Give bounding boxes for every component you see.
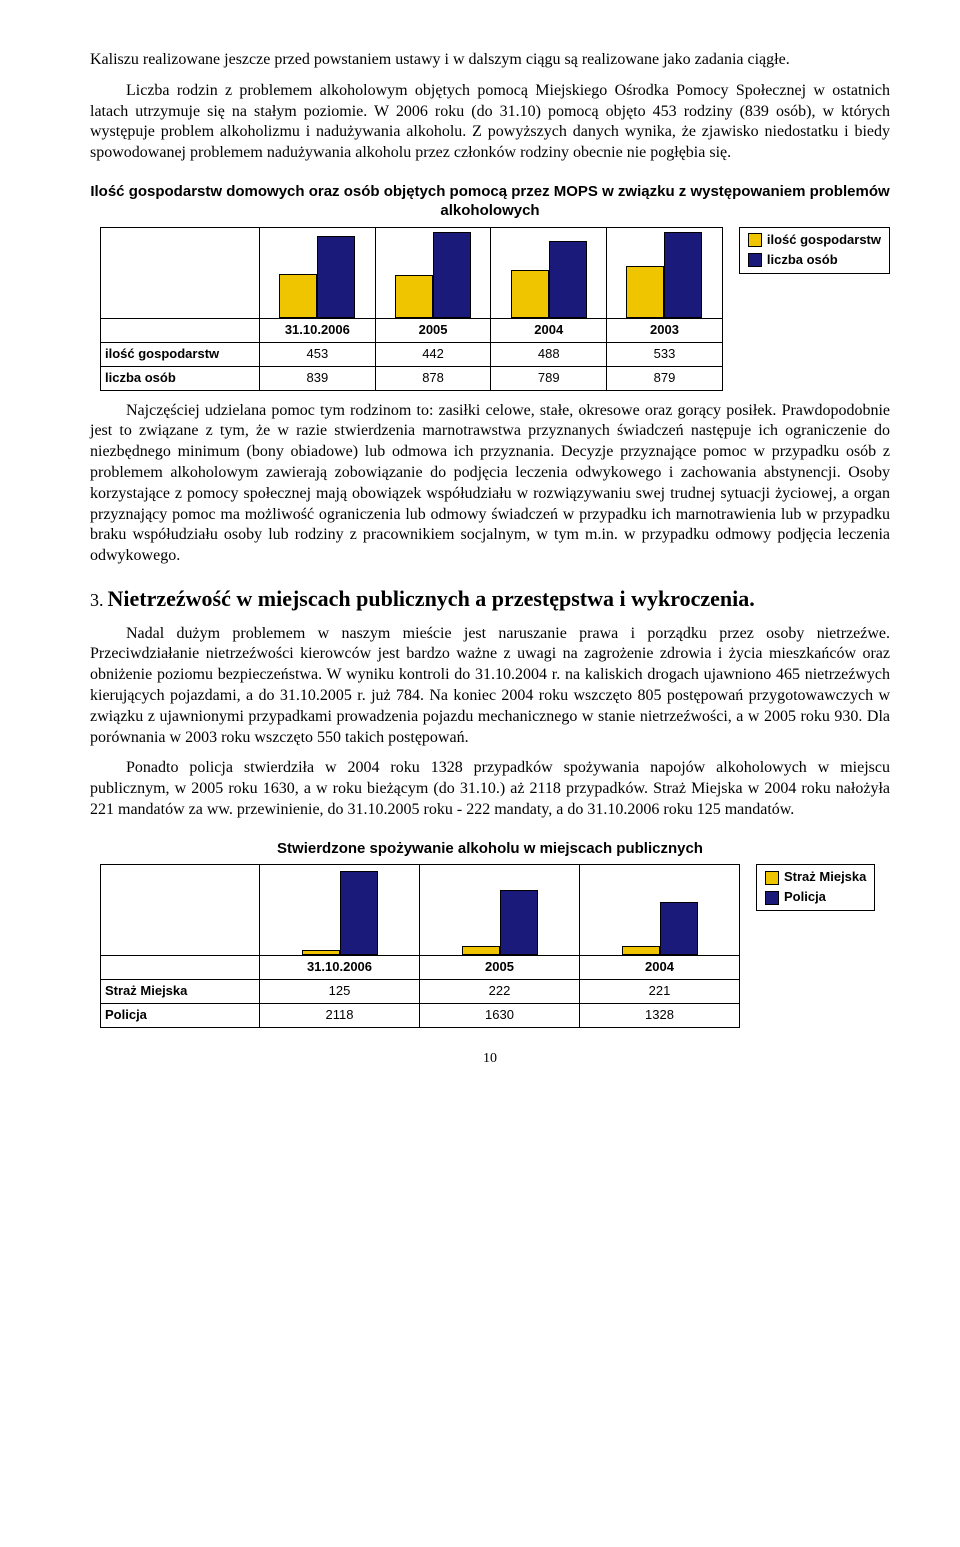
cell-value: 222 [420,980,580,1004]
legend-row: liczba osób [748,252,881,269]
chart1-table: 31.10.2006200520042003ilość gospodarstw4… [100,227,723,391]
legend-swatch [748,233,762,247]
chart2-title: Stwierdzone spożywanie alkoholu w miejsc… [90,839,890,859]
bar [462,946,500,955]
bar [279,274,317,318]
column-header: 2004 [491,318,607,342]
column-header: 2004 [580,956,740,980]
paragraph-1: Kaliszu realizowane jeszcze przed powsta… [90,50,890,71]
page-number: 10 [90,1050,890,1068]
legend-row: ilość gospodarstw [748,232,881,249]
legend-row: Straż Miejska [765,869,866,886]
bar [433,232,471,318]
chart2-table: 31.10.200620052004Straż Miejska125222221… [100,864,740,1028]
legend-label: Straż Miejska [784,869,866,886]
bar [511,270,549,318]
bar [664,232,702,318]
chart1-legend: ilość gospodarstw liczba osób [739,227,890,274]
bar [395,275,433,318]
legend-swatch [748,253,762,267]
cell-value: 442 [375,342,491,366]
cell-value: 453 [260,342,376,366]
cell-value: 533 [607,342,723,366]
paragraph-2: Liczba rodzin z problemem alkoholowym ob… [90,81,890,164]
cell-value: 1328 [580,1004,740,1028]
cell-value: 1630 [420,1004,580,1028]
legend-label: ilość gospodarstw [767,232,881,249]
legend-label: liczba osób [767,252,838,269]
bar [660,902,698,955]
row-label: liczba osób [101,366,260,390]
heading-text: Nietrzeźwość w miejscach publicznych a p… [108,585,755,614]
table-row: ilość gospodarstw453442488533 [101,342,723,366]
section-heading: 3. Nietrzeźwość w miejscach publicznych … [90,585,890,614]
legend-swatch [765,871,779,885]
column-header: 2003 [607,318,723,342]
table-row: Policja211816301328 [101,1004,740,1028]
cell-value: 221 [580,980,740,1004]
table-row: liczba osób839878789879 [101,366,723,390]
legend-row: Policja [765,889,866,906]
row-label: Straż Miejska [101,980,260,1004]
chart2-legend: Straż Miejska Policja [756,864,875,911]
row-label: Policja [101,1004,260,1028]
cell-value: 2118 [260,1004,420,1028]
heading-number: 3. [90,589,104,612]
bar [317,236,355,318]
paragraph-4: Nadal dużym problemem w naszym mieście j… [90,624,890,749]
column-header: 31.10.2006 [260,956,420,980]
column-header: 2005 [375,318,491,342]
legend-swatch [765,891,779,905]
cell-value: 879 [607,366,723,390]
column-header: 31.10.2006 [260,318,376,342]
cell-value: 839 [260,366,376,390]
bar [549,241,587,318]
cell-value: 789 [491,366,607,390]
cell-value: 878 [375,366,491,390]
cell-value: 125 [260,980,420,1004]
bar [500,890,538,955]
legend-label: Policja [784,889,826,906]
bar [626,266,664,318]
chart1-title: Ilość gospodarstw domowych oraz osób obj… [90,182,890,221]
row-label: ilość gospodarstw [101,342,260,366]
bar [622,946,660,955]
paragraph-3: Najczęściej udzielana pomoc tym rodzinom… [90,401,890,567]
cell-value: 488 [491,342,607,366]
paragraph-5: Ponadto policja stwierdziła w 2004 roku … [90,758,890,820]
table-row: Straż Miejska125222221 [101,980,740,1004]
bar [302,950,340,955]
bar [340,871,378,956]
column-header: 2005 [420,956,580,980]
chart-public: Stwierdzone spożywanie alkoholu w miejsc… [90,839,890,1028]
chart-mops: Ilość gospodarstw domowych oraz osób obj… [90,182,890,391]
